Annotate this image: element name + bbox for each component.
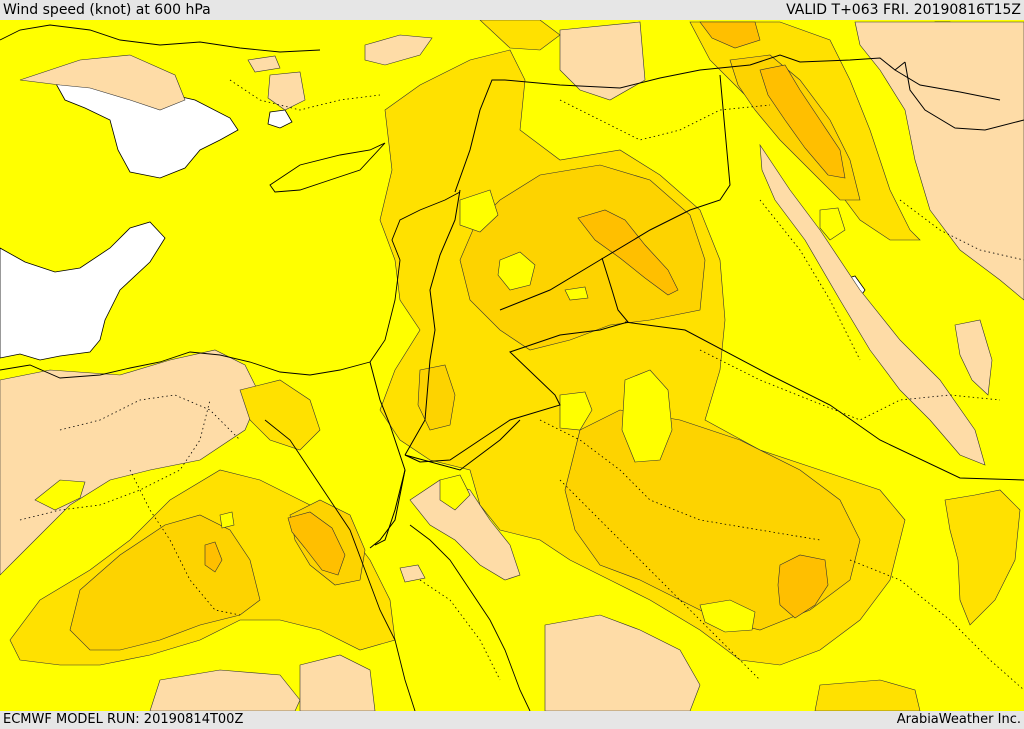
wind-core [577,209,679,296]
yellow-hole [34,479,86,511]
moderate-wind-area [239,379,321,451]
border-line [404,189,461,456]
province-boundaries [19,79,1024,691]
border-line [369,361,406,546]
yellow-hole [219,511,235,529]
low-wind-area [954,319,993,396]
low-wind-area [399,564,426,583]
low-wind-area [854,21,1024,301]
valid-time: VALID T+063 FRI. 20190816T15Z [786,2,1021,18]
province-line [899,199,1024,261]
coastlines [0,24,531,711]
low-wind-area [19,54,186,111]
low-wind-area [559,21,646,101]
strong-wind-area [417,364,456,431]
low-wind-area [759,143,986,466]
border-line [504,54,906,89]
province-line [849,559,1024,691]
credit: ArabiaWeather Inc. [896,712,1021,727]
border-line [404,257,629,463]
small-lake [267,109,293,129]
yellow-hole [459,189,499,233]
border-line [904,61,1024,131]
footer-bar: ECMWF MODEL RUN: 20190814T00Z ArabiaWeat… [0,711,1024,729]
yellow-hole [439,474,471,511]
province-line [59,394,241,441]
coastline [409,524,531,711]
wind-core [699,21,761,49]
wind-core [287,511,346,576]
province-line [129,469,241,616]
coastline [369,191,461,363]
low-wind-area [364,34,433,66]
low-wind-area [247,55,281,73]
low-wind-areas [0,21,1024,711]
moderate-wind-area [944,489,1021,626]
border-line [369,469,406,549]
yellow-hole [699,599,756,633]
yellow-hole [559,391,593,431]
map-title: Wind speed (knot) at 600 hPa [3,2,211,18]
border-line [454,79,505,193]
yellow-holes [34,189,846,633]
border-line [624,321,1024,481]
model-run: ECMWF MODEL RUN: 20190814T00Z [3,712,244,727]
coastline [264,419,416,711]
low-wind-area [0,349,261,576]
mediterranean-sea [0,221,166,361]
country-borders [369,54,1024,549]
low-wind-area [267,71,306,111]
yellow-hole [564,286,589,301]
border-line [499,74,731,311]
border-line [894,69,1001,101]
province-line [19,399,211,521]
border-line [404,419,521,471]
low-wind-area [299,654,376,711]
moderate-wind-area [479,20,561,51]
province-line [419,579,501,681]
yellow-hole [497,251,536,291]
wind-core [204,541,223,573]
yellow-hole [819,207,846,241]
coastline [0,351,371,379]
province-line [759,199,861,361]
coastline [269,142,386,193]
province-line [559,99,771,141]
wind-core [777,554,829,619]
moderate-wind-area [814,679,921,711]
province-line [229,79,381,111]
wind-core [759,64,846,179]
header-bar: Wind speed (knot) at 600 hPa VALID T+063… [0,0,1024,20]
core-wind-areas [204,21,846,619]
low-wind-area [544,614,701,711]
yellow-hole [621,369,673,463]
coastline [0,24,321,53]
wind-speed-map [0,20,1024,711]
